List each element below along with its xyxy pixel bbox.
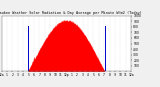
Title: Milwaukee Weather Solar Radiation & Day Average per Minute W/m2 (Today): Milwaukee Weather Solar Radiation & Day …	[0, 11, 142, 15]
